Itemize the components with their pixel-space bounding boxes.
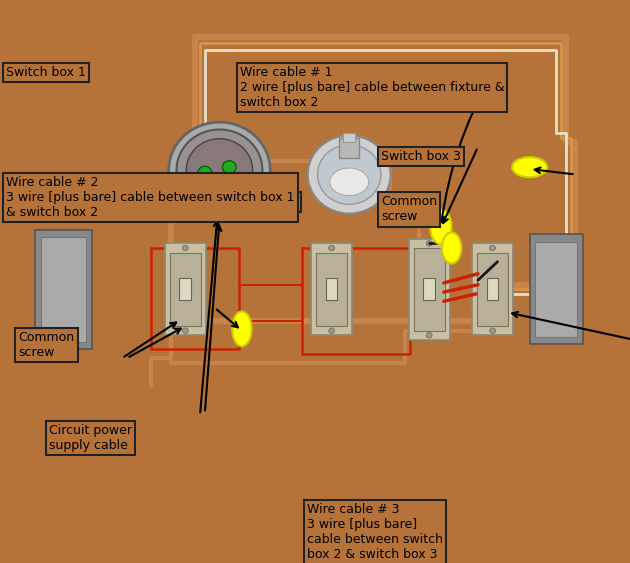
Bar <box>487 278 498 301</box>
Circle shape <box>490 328 496 333</box>
Bar <box>530 234 583 345</box>
Circle shape <box>176 129 262 211</box>
Text: Switch box 2: Switch box 2 <box>218 195 298 208</box>
Ellipse shape <box>307 136 391 213</box>
Ellipse shape <box>430 209 452 244</box>
Text: Common
screw: Common screw <box>381 195 437 224</box>
Ellipse shape <box>512 157 547 177</box>
Text: Circuit power
supply cable: Circuit power supply cable <box>49 424 132 452</box>
Circle shape <box>183 245 188 251</box>
Text: Switch box 3: Switch box 3 <box>381 150 461 163</box>
Bar <box>169 253 201 326</box>
Circle shape <box>329 328 335 333</box>
Circle shape <box>198 166 212 179</box>
Text: Wire cable # 2
3 wire [plus bare] cable between switch box 1
& switch box 2: Wire cable # 2 3 wire [plus bare] cable … <box>6 176 295 219</box>
Bar <box>536 242 578 337</box>
Bar <box>316 253 347 326</box>
Bar <box>311 243 352 336</box>
Bar <box>165 243 206 336</box>
Bar <box>409 239 450 340</box>
Circle shape <box>427 333 432 338</box>
Ellipse shape <box>442 233 461 263</box>
Bar <box>326 278 338 301</box>
Circle shape <box>427 240 432 246</box>
Circle shape <box>222 161 236 173</box>
Text: Wire cable # 3
3 wire [plus bare]
cable between switch
box 2 & switch box 3: Wire cable # 3 3 wire [plus bare] cable … <box>307 503 444 561</box>
Circle shape <box>329 245 335 251</box>
Text: Wire cable # 1
2 wire [plus bare] cable between fixture &
switch box 2: Wire cable # 1 2 wire [plus bare] cable … <box>239 66 504 109</box>
Bar <box>343 133 355 142</box>
Bar <box>35 230 92 349</box>
Circle shape <box>183 328 188 333</box>
Bar <box>413 248 445 330</box>
Ellipse shape <box>232 311 251 346</box>
Bar <box>340 138 359 158</box>
Circle shape <box>169 122 270 218</box>
Bar <box>423 278 435 301</box>
Circle shape <box>490 245 496 251</box>
Ellipse shape <box>329 168 369 196</box>
Bar <box>477 253 508 326</box>
Circle shape <box>186 138 253 201</box>
Bar <box>472 243 513 336</box>
Ellipse shape <box>318 145 381 204</box>
Bar <box>41 237 86 342</box>
Text: Switch box 1: Switch box 1 <box>6 66 86 79</box>
Bar <box>180 278 191 301</box>
Text: Common
screw: Common screw <box>18 331 74 359</box>
